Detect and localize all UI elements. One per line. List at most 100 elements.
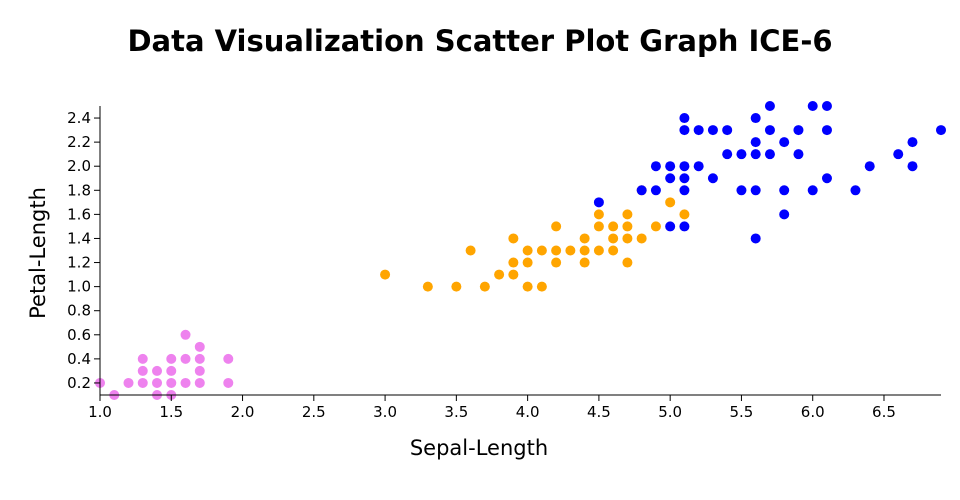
data-point <box>793 125 804 136</box>
x-tick-label: 4.5 <box>587 403 611 421</box>
data-point <box>536 245 547 256</box>
data-point <box>850 185 861 196</box>
data-point <box>650 185 661 196</box>
data-point <box>907 137 918 148</box>
data-point <box>665 221 676 232</box>
y-tick-label: 1.2 <box>67 254 91 272</box>
data-point <box>693 161 704 172</box>
data-point <box>764 101 775 111</box>
data-point <box>166 365 177 376</box>
data-point <box>494 269 505 280</box>
y-tick-label: 2.4 <box>67 109 91 127</box>
data-point <box>608 245 619 256</box>
data-point <box>679 221 690 232</box>
data-point <box>137 353 148 364</box>
y-tick-label: 0.8 <box>67 302 91 320</box>
data-point <box>636 185 647 196</box>
points-layer <box>95 101 946 400</box>
data-point <box>522 281 533 292</box>
data-point <box>593 197 604 208</box>
x-axis-label: Sepal-Length <box>410 436 548 460</box>
data-point <box>750 149 761 160</box>
x-tick-label: 6.5 <box>872 403 896 421</box>
data-point <box>864 161 875 172</box>
data-point <box>736 149 747 160</box>
data-point <box>750 137 761 148</box>
data-point <box>907 161 918 172</box>
x-tick-label: 3.5 <box>444 403 468 421</box>
data-point <box>194 365 205 376</box>
data-point <box>936 125 946 136</box>
data-point <box>152 377 163 388</box>
data-point <box>707 125 718 136</box>
data-point <box>579 257 590 268</box>
data-point <box>679 185 690 196</box>
data-point <box>650 221 661 232</box>
data-point <box>223 377 234 388</box>
y-axis-label: Petal-Length <box>26 187 50 319</box>
data-point <box>779 137 790 148</box>
data-point <box>137 377 148 388</box>
data-point <box>679 113 690 124</box>
x-tick-label: 4.0 <box>516 403 540 421</box>
data-point <box>807 101 818 111</box>
data-point <box>665 173 676 184</box>
y-axis: 0.2 0.4 0.6 0.8 1.0 1.2 1.4 1.6 1.8 2.0 2.2 2.4 <box>67 106 101 395</box>
data-point <box>750 233 761 244</box>
data-point <box>551 257 562 268</box>
data-point <box>166 377 177 388</box>
data-point <box>465 245 476 256</box>
data-point <box>551 245 562 256</box>
x-tick-label: 2.5 <box>302 403 326 421</box>
data-point <box>821 173 832 184</box>
data-point <box>750 113 761 124</box>
data-point <box>579 233 590 244</box>
data-point <box>679 161 690 172</box>
data-point <box>565 245 576 256</box>
data-point <box>508 233 519 244</box>
data-point <box>821 125 832 136</box>
data-point <box>223 353 234 364</box>
data-point <box>137 365 148 376</box>
x-tick-label: 5.0 <box>658 403 682 421</box>
data-point <box>779 209 790 220</box>
data-point <box>679 173 690 184</box>
data-point <box>194 341 205 352</box>
chart-title: Data Visualization Scatter Plot Graph IC… <box>127 24 833 58</box>
data-point <box>180 353 191 364</box>
data-point <box>380 269 391 280</box>
x-tick-label: 6.0 <box>801 403 825 421</box>
data-point <box>593 245 604 256</box>
data-point <box>608 221 619 232</box>
data-point <box>893 149 904 160</box>
data-point <box>722 125 733 136</box>
data-point <box>665 197 676 208</box>
data-point <box>793 149 804 160</box>
x-tick-label: 1.0 <box>88 403 112 421</box>
y-tick-label: 0.6 <box>67 326 91 344</box>
data-point <box>679 209 690 220</box>
data-point <box>821 101 832 111</box>
data-point <box>750 185 761 196</box>
data-point <box>180 329 191 340</box>
data-point <box>622 257 633 268</box>
data-point <box>593 221 604 232</box>
x-axis: 1.0 1.5 2.0 2.5 3.0 3.5 4.0 4.5 5.0 5.5 6.0 6.5 <box>88 394 941 421</box>
data-point <box>522 245 533 256</box>
y-tick-label: 1.4 <box>67 229 91 247</box>
data-point <box>622 221 633 232</box>
x-tick-label: 1.5 <box>159 403 183 421</box>
data-point <box>622 209 633 220</box>
x-tick-label: 5.5 <box>730 403 754 421</box>
data-point <box>779 185 790 196</box>
data-point <box>522 257 533 268</box>
data-point <box>123 377 134 388</box>
y-tick-label: 2.0 <box>67 157 91 175</box>
y-tick-label: 2.2 <box>67 133 91 151</box>
data-point <box>194 353 205 364</box>
data-point <box>636 233 647 244</box>
data-point <box>593 209 604 220</box>
x-tick-label: 3.0 <box>373 403 397 421</box>
data-point <box>194 377 205 388</box>
